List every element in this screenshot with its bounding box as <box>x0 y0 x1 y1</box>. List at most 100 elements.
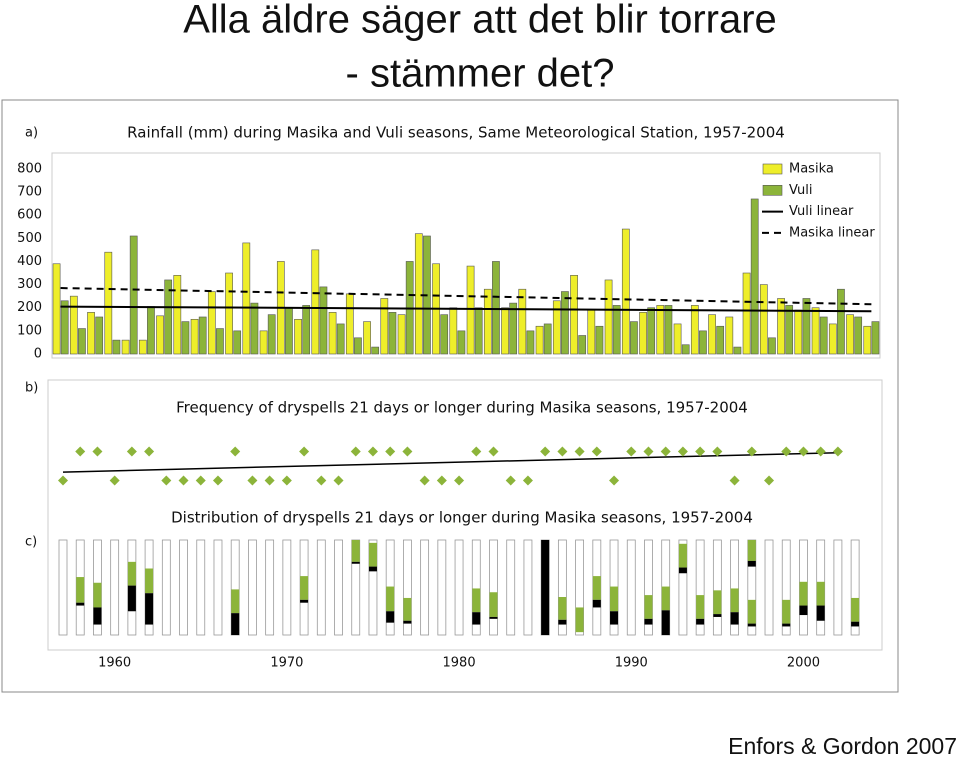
season-box <box>402 539 412 636</box>
bar <box>311 249 320 355</box>
dryspell <box>386 611 395 623</box>
dryspell <box>300 599 309 603</box>
season-box <box>334 539 343 636</box>
season-box <box>506 539 516 636</box>
season-box <box>265 539 275 636</box>
dryspell <box>610 586 619 612</box>
point <box>281 475 292 486</box>
bar <box>60 300 69 355</box>
bar <box>147 306 155 355</box>
bar <box>837 288 845 355</box>
dryspell <box>730 612 739 625</box>
bar <box>449 307 458 355</box>
bar <box>225 272 233 355</box>
bar <box>664 305 673 355</box>
bar <box>466 265 475 355</box>
bar <box>233 330 242 355</box>
dryspell <box>782 623 791 627</box>
point <box>92 446 103 457</box>
bar <box>397 314 406 355</box>
season-box <box>850 539 860 636</box>
bar <box>639 312 647 355</box>
bar <box>69 295 78 355</box>
legend-swatch <box>762 163 783 175</box>
point <box>746 446 757 457</box>
season-box <box>695 539 705 636</box>
point <box>178 475 189 486</box>
bar <box>474 307 483 355</box>
bar <box>604 279 613 355</box>
dryspell <box>351 540 360 562</box>
bar <box>630 321 638 355</box>
season-box <box>489 539 498 636</box>
bar <box>742 272 751 355</box>
point <box>333 475 344 486</box>
bar <box>492 261 500 355</box>
bar <box>121 339 130 355</box>
bar <box>647 307 656 355</box>
point <box>454 475 465 486</box>
season-box <box>712 539 722 636</box>
dryspell <box>661 610 670 635</box>
dryspell <box>575 607 584 633</box>
dryspell <box>558 597 567 620</box>
bar <box>501 307 509 355</box>
plot-frame-bc <box>47 379 883 651</box>
bar <box>819 316 828 355</box>
bar <box>371 346 380 355</box>
dryspell <box>145 593 154 625</box>
trend-line <box>60 287 872 306</box>
dryspell <box>678 567 687 574</box>
bar <box>440 314 449 355</box>
bar <box>112 339 121 355</box>
point <box>161 475 172 486</box>
bar <box>708 314 716 355</box>
season-box <box>420 539 430 636</box>
bar <box>526 330 535 355</box>
dryspell <box>799 605 808 616</box>
dryspell <box>368 542 377 567</box>
y-tick-label: 700 <box>17 185 42 200</box>
season-box <box>454 539 464 636</box>
bar <box>673 323 682 355</box>
point <box>385 446 396 457</box>
bar <box>294 318 302 355</box>
dryspell <box>730 588 739 613</box>
bar <box>78 328 86 355</box>
point <box>402 446 413 457</box>
season-box <box>179 539 188 636</box>
bar <box>336 323 345 355</box>
bar <box>811 307 820 355</box>
dryspell <box>816 581 825 606</box>
bar <box>681 344 690 355</box>
dryspell <box>93 582 102 608</box>
bar <box>129 235 138 355</box>
y-tick-label: 800 <box>17 161 42 176</box>
bar <box>621 228 630 355</box>
bar <box>104 251 113 355</box>
bar <box>863 325 872 355</box>
panel-label: b) <box>25 381 38 396</box>
bar <box>871 321 880 355</box>
point <box>781 446 792 457</box>
point <box>109 475 120 486</box>
bar <box>198 316 207 355</box>
legend-label: Masika linear <box>789 225 875 240</box>
bar <box>828 323 837 355</box>
bar <box>518 288 527 355</box>
bar <box>768 337 776 355</box>
bar <box>794 309 803 355</box>
dryspell <box>231 613 240 635</box>
bar <box>302 305 311 355</box>
dryspell <box>610 611 619 625</box>
bar <box>690 305 699 355</box>
chart-title: Rainfall (mm) during Masika and Vuli sea… <box>127 124 785 142</box>
chart-title: Distribution of dryspells 21 days or lon… <box>171 509 753 527</box>
season-box <box>282 539 292 636</box>
bar <box>846 314 854 355</box>
season-box <box>471 539 481 636</box>
point <box>540 446 551 457</box>
point <box>574 446 585 457</box>
bar <box>345 293 354 355</box>
season-box <box>644 539 653 636</box>
